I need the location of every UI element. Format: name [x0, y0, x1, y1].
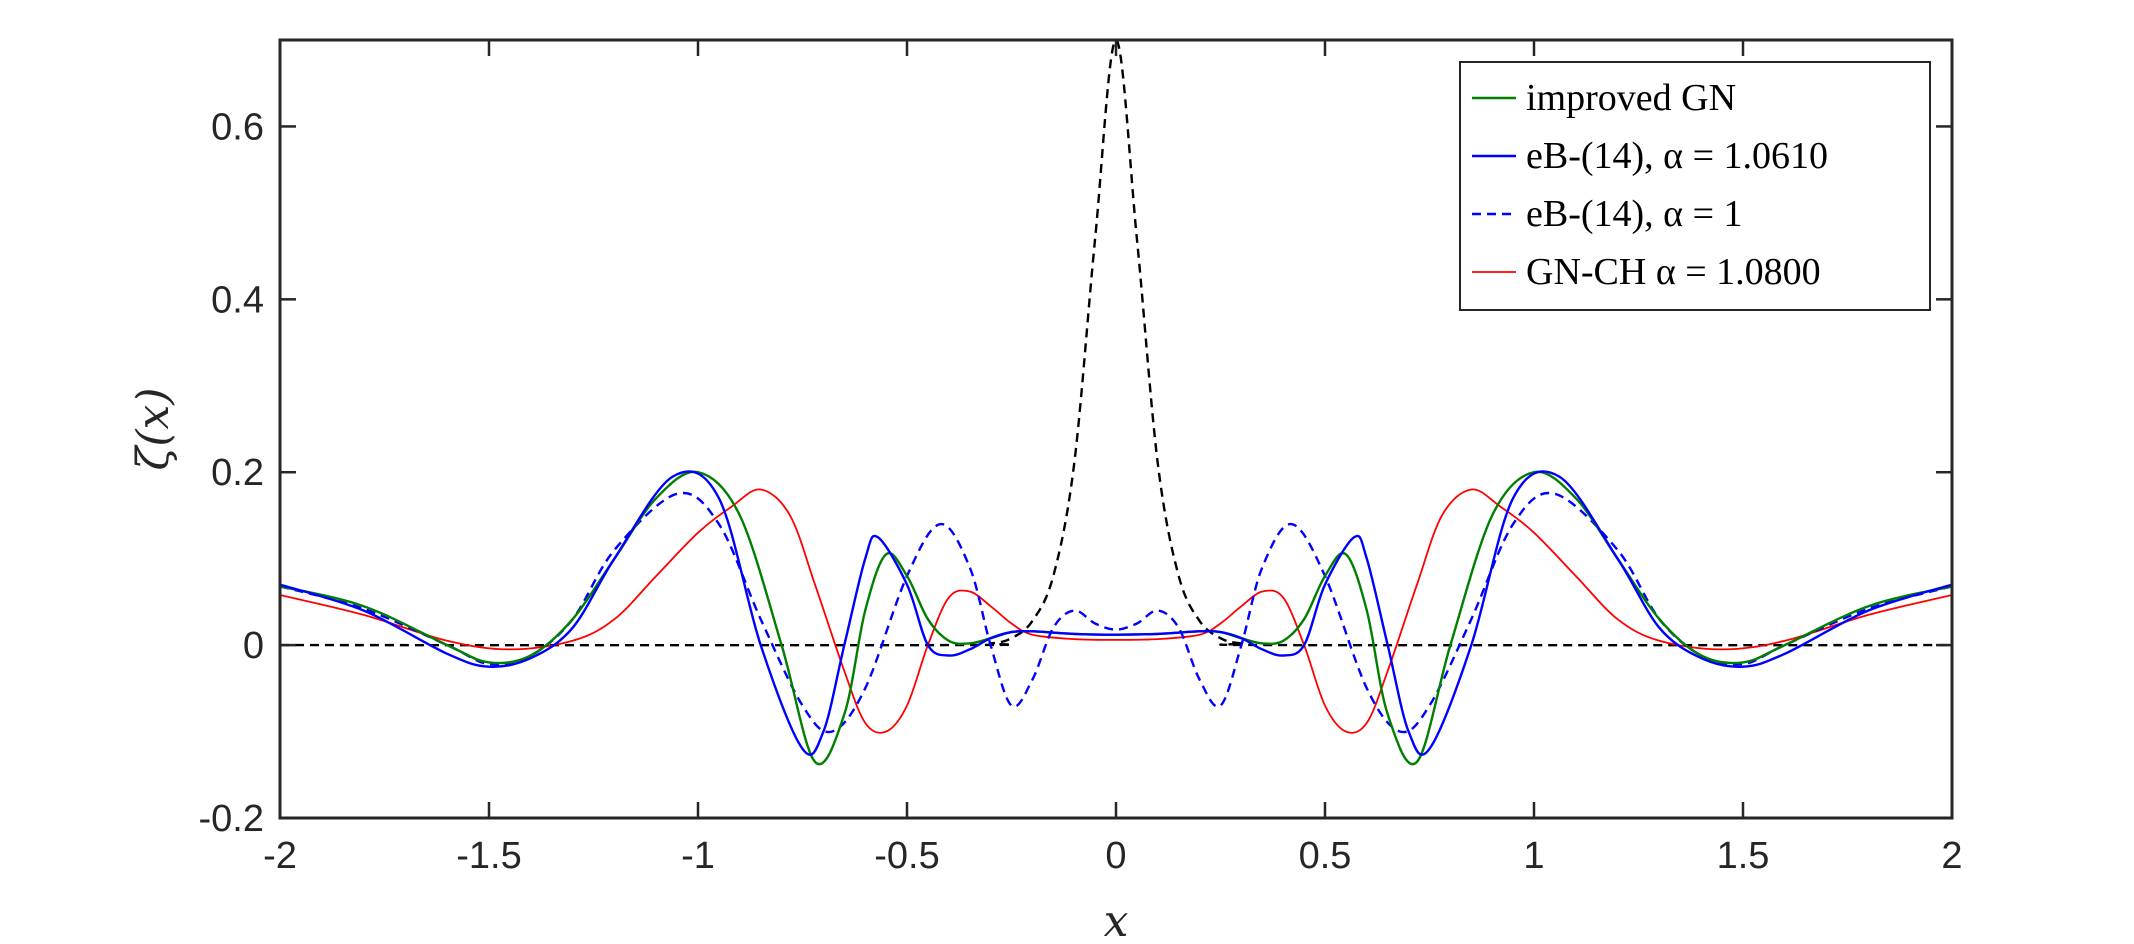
- x-tick-label: -2: [263, 835, 297, 877]
- x-tick-label: 2: [1941, 835, 1962, 877]
- x-tick-label: 1: [1523, 835, 1544, 877]
- legend-label: eB-(14), α = 1.0610: [1526, 135, 1828, 177]
- plot-frame: [278, 38, 1954, 820]
- x-tick-label: -0.5: [874, 835, 939, 877]
- series-line-3: [279, 488, 1953, 734]
- legend: improved GN eB-(14), α = 1.0610 eB-(14), α…: [1459, 61, 1931, 311]
- y-tick-label: 0.2: [211, 452, 264, 494]
- series-line-4: [279, 38, 1953, 647]
- y-tick-label: 0.6: [211, 106, 264, 148]
- x-tick-label: -1.5: [456, 835, 521, 877]
- legend-label: GN-CH α = 1.0800: [1526, 251, 1821, 293]
- legend-label: eB-(14), α = 1: [1526, 193, 1743, 235]
- series-line-1: [279, 470, 1953, 756]
- y-tick-label: 0.4: [211, 279, 264, 321]
- legend-box: [1459, 61, 1931, 311]
- labels-layer: -2 -1.5 -1 -0.5 0 0.5 1 1.5 2 -0.2 0 0.2 0.4 0.6: [199, 106, 1963, 877]
- y-tick-label: 0: [243, 625, 264, 667]
- y-axis-title: ζ(x): [128, 388, 179, 471]
- x-axis-title: x: [1104, 896, 1129, 944]
- legend-label: improved GN: [1526, 77, 1736, 119]
- x-tick-label: 0.5: [1299, 835, 1352, 877]
- x-tick-label: -1: [681, 835, 715, 877]
- x-tick-label: 1.5: [1717, 835, 1770, 877]
- series-layer: [279, 38, 1953, 766]
- x-tick-label: 0: [1105, 835, 1126, 877]
- y-tick-label: -0.2: [199, 798, 264, 840]
